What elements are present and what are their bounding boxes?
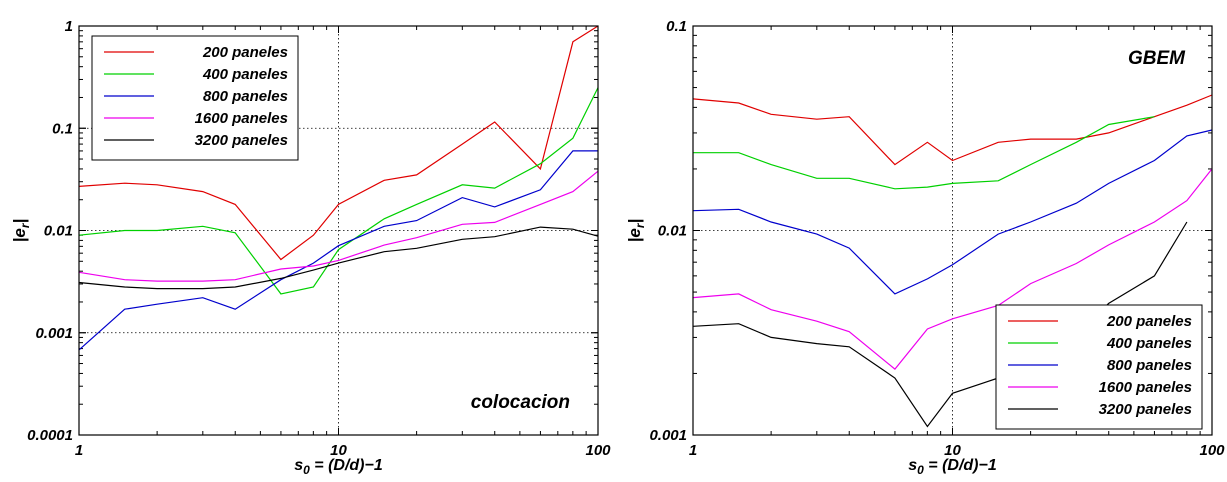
plot-frame [692,25,1213,436]
legend-label: 800 paneles [1107,357,1192,374]
series-line-400-paneles [693,116,1155,190]
legend-label: 3200 paneles [1099,401,1192,418]
y-tick-label: 0.1 [666,18,687,35]
legend: 200 paneles 400 paneles 800 paneles 1600 pa… [91,35,299,161]
y-axis-label: |er| [10,219,32,243]
y-axis-label: |er| [625,219,647,243]
series-line-800-paneles [78,150,598,351]
y-tick-label: 0.01 [44,223,73,240]
plot-frame [78,25,599,436]
x-axis-label: s0 = (D/d)−1 [294,457,383,477]
y-axis-label-sub: r [18,222,32,228]
legend-label: 3200 paneles [195,132,288,149]
series-line-1600-paneles [78,170,599,282]
x-axis-label: s0 = (D/d)−1 [908,457,997,477]
y-axis-label-main: |e [10,228,29,242]
legend-box [91,35,299,161]
y-tick-label: 0.01 [658,223,687,240]
chart-panel-2: 1 10 100 0.001 0.01 0.1 s0 = (D/d)−1 |er| GBEM 20… [625,18,1225,477]
chart-annotation: GBEM [1128,48,1186,69]
x-axis-label-main: s [908,457,917,474]
legend-box [995,304,1203,430]
x-axis-label-rest: = (D/d)−1 [310,457,383,474]
series-line-200-paneles [692,94,1213,166]
series-line-200-paneles [78,25,599,261]
x-tick-label: 100 [1199,442,1225,459]
series-line-3200-paneles [78,226,599,290]
series-line-1600-paneles [692,168,1213,370]
x-axis-label-sub: 0 [917,463,924,477]
y-tick-label: 0.1 [52,120,73,137]
legend-label: 1600 paneles [1099,379,1192,396]
y-tick-label: 0.0001 [27,427,73,444]
series-line-400-paneles [78,87,599,295]
chart-panel-1: 1 10 100 0.0001 0.001 0.01 0.1 1 s0 = (D/d)−1 |er… [10,18,611,477]
x-axis-label-main: s [294,457,303,474]
y-tick-label: 1 [65,18,73,35]
y-axis-label-sub: r [633,222,647,228]
x-tick-label: 100 [585,442,611,459]
x-tick-label: 10 [944,442,961,459]
series-line-800-paneles [692,129,1213,295]
legend-label: 200 paneles [1106,313,1192,330]
x-tick-label: 1 [689,442,697,459]
legend-label: 800 paneles [203,88,288,105]
legend-label: 400 paneles [1106,335,1192,352]
legend-label: 400 paneles [202,66,288,83]
legend-label: 200 paneles [202,44,288,61]
y-tick-label: 0.001 [649,427,687,444]
x-axis-label-sub: 0 [303,463,310,477]
legend: 200 paneles 400 paneles 800 paneles 1600 pa… [995,304,1203,430]
x-tick-label: 10 [330,442,347,459]
y-axis-label-end: | [10,219,29,224]
x-tick-label: 1 [75,442,83,459]
axis-ticks [78,25,599,436]
x-axis-label-rest: = (D/d)−1 [924,457,997,474]
chart-annotation: colocacion [471,392,570,413]
y-axis-label-main: |e [625,228,644,242]
y-axis-label-end: | [625,219,644,224]
legend-label: 1600 paneles [195,110,288,127]
y-tick-label: 0.001 [35,325,73,342]
